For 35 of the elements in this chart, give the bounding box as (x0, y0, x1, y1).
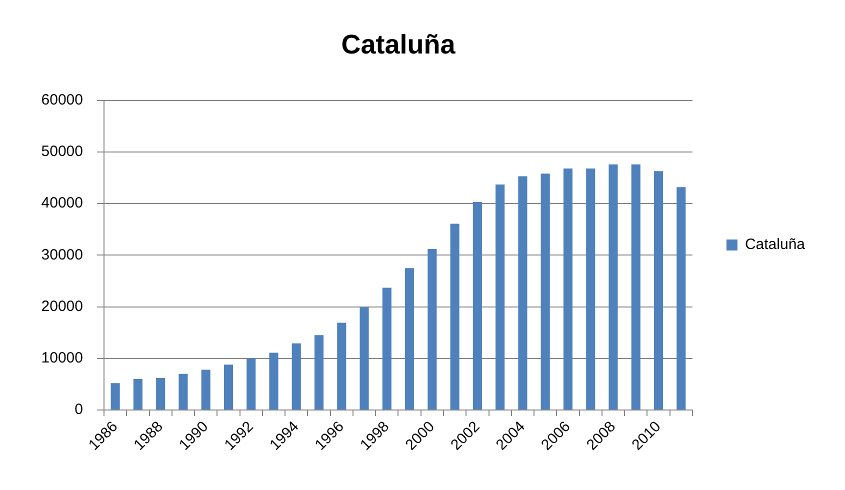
y-tick-label: 40000 (41, 194, 83, 212)
y-tick-label: 50000 (41, 143, 83, 160)
bar (496, 184, 505, 410)
bar (450, 224, 460, 410)
bar (133, 379, 142, 410)
bar (269, 352, 278, 410)
bar (337, 322, 346, 410)
bar (314, 335, 324, 410)
y-tick-label: 0 (74, 401, 83, 418)
bar (472, 202, 482, 410)
bar (292, 343, 301, 410)
bar (518, 176, 528, 410)
bar (360, 307, 369, 410)
bar (201, 370, 210, 410)
bar (654, 171, 664, 410)
bar (382, 288, 392, 410)
y-tick-label: 60000 (41, 92, 83, 109)
chart-title: Cataluña (341, 30, 456, 60)
y-tick-label: 10000 (41, 350, 83, 367)
bar (110, 383, 120, 410)
bar (563, 168, 572, 410)
bar (156, 378, 166, 410)
bar (631, 164, 640, 410)
bar (608, 164, 618, 410)
bar (224, 364, 234, 410)
y-tick-label: 20000 (41, 298, 83, 315)
bar (586, 168, 596, 410)
legend-label: Cataluña (744, 236, 806, 254)
bar (405, 268, 414, 410)
bar (676, 187, 686, 410)
bar (428, 249, 437, 410)
bar (246, 358, 256, 410)
bar (540, 174, 550, 410)
y-tick-label: 30000 (41, 246, 83, 264)
bar (178, 374, 188, 410)
